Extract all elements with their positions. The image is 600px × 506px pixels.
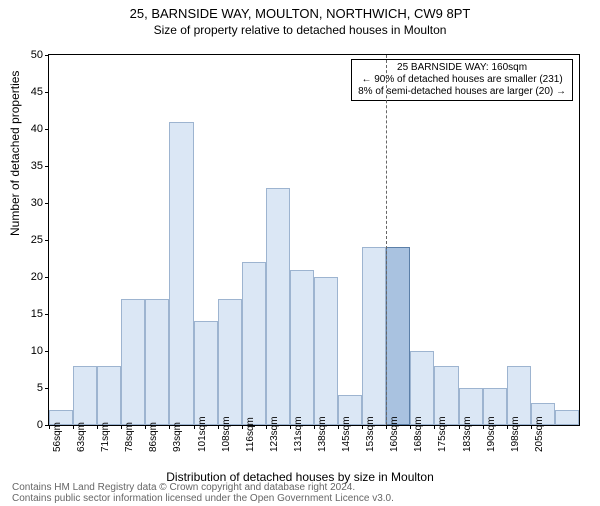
x-tick-label: 160sqm	[389, 416, 400, 452]
x-tick-mark	[121, 425, 122, 429]
x-tick-mark	[507, 425, 508, 429]
x-tick-label: 101sqm	[197, 416, 208, 452]
x-tick-mark	[483, 425, 484, 429]
histogram-bar	[73, 366, 97, 425]
reference-line	[386, 55, 387, 425]
histogram-bar	[386, 247, 410, 425]
annotation-line3: 8% of semi-detached houses are larger (2…	[358, 86, 566, 98]
x-tick-label: 108sqm	[221, 416, 232, 452]
x-tick-mark	[266, 425, 267, 429]
x-tick-mark	[338, 425, 339, 429]
y-tick-mark	[45, 92, 49, 93]
x-tick-label: 153sqm	[365, 416, 376, 452]
footer-attribution: Contains HM Land Registry data © Crown c…	[12, 482, 394, 504]
x-tick-label: 175sqm	[437, 416, 448, 452]
x-tick-mark	[314, 425, 315, 429]
x-tick-mark	[218, 425, 219, 429]
x-tick-mark	[145, 425, 146, 429]
x-tick-mark	[459, 425, 460, 429]
x-tick-mark	[194, 425, 195, 429]
histogram-bar	[314, 277, 338, 425]
annotation-line2: ← 90% of detached houses are smaller (23…	[358, 74, 566, 86]
x-tick-mark	[49, 425, 50, 429]
y-tick-label: 5	[19, 382, 43, 394]
annotation-box: 25 BARNSIDE WAY: 160sqm ← 90% of detache…	[351, 59, 573, 101]
x-tick-label: 56sqm	[52, 422, 63, 452]
x-tick-mark	[434, 425, 435, 429]
y-tick-mark	[45, 351, 49, 352]
x-tick-label: 198sqm	[510, 416, 521, 452]
histogram-bar	[194, 321, 218, 425]
chart-title: 25, BARNSIDE WAY, MOULTON, NORTHWICH, CW…	[0, 6, 600, 21]
y-tick-label: 50	[19, 49, 43, 61]
x-tick-label: 131sqm	[293, 416, 304, 452]
histogram-bar	[266, 188, 290, 425]
footer-line2: Contains public sector information licen…	[12, 493, 394, 504]
y-tick-mark	[45, 55, 49, 56]
chart-subtitle: Size of property relative to detached ho…	[0, 23, 600, 37]
histogram-bar	[145, 299, 169, 425]
x-tick-mark	[73, 425, 74, 429]
y-tick-label: 0	[19, 419, 43, 431]
y-tick-mark	[45, 166, 49, 167]
y-tick-label: 10	[19, 345, 43, 357]
y-tick-mark	[45, 129, 49, 130]
x-tick-label: 168sqm	[413, 416, 424, 452]
x-tick-mark	[169, 425, 170, 429]
y-tick-mark	[45, 314, 49, 315]
footer-line1: Contains HM Land Registry data © Crown c…	[12, 482, 394, 493]
y-tick-label: 30	[19, 197, 43, 209]
x-tick-mark	[362, 425, 363, 429]
x-tick-label: 190sqm	[486, 416, 497, 452]
x-tick-label: 63sqm	[76, 422, 87, 452]
x-tick-label: 205sqm	[534, 416, 545, 452]
x-tick-mark	[410, 425, 411, 429]
y-tick-label: 40	[19, 123, 43, 135]
histogram-bar	[290, 270, 314, 425]
y-tick-mark	[45, 203, 49, 204]
y-tick-label: 35	[19, 160, 43, 172]
annotation-line1: 25 BARNSIDE WAY: 160sqm	[358, 62, 566, 74]
y-tick-mark	[45, 388, 49, 389]
x-tick-label: 86sqm	[148, 422, 159, 452]
x-tick-label: 183sqm	[462, 416, 473, 452]
x-tick-mark	[531, 425, 532, 429]
y-tick-mark	[45, 240, 49, 241]
x-tick-label: 78sqm	[124, 422, 135, 452]
x-tick-mark	[97, 425, 98, 429]
y-tick-label: 25	[19, 234, 43, 246]
histogram-bar	[410, 351, 434, 425]
x-tick-mark	[290, 425, 291, 429]
histogram-bar	[218, 299, 242, 425]
y-tick-label: 20	[19, 271, 43, 283]
x-tick-label: 116sqm	[245, 417, 256, 452]
histogram-bar	[121, 299, 145, 425]
histogram-bar	[169, 122, 193, 425]
x-tick-label: 123sqm	[269, 416, 280, 452]
x-tick-mark	[386, 425, 387, 429]
histogram-bar	[555, 410, 579, 425]
x-tick-label: 145sqm	[341, 416, 352, 452]
x-tick-label: 93sqm	[172, 422, 183, 452]
x-tick-label: 71sqm	[100, 422, 111, 452]
x-tick-mark	[242, 425, 243, 429]
histogram-bar	[242, 262, 266, 425]
y-tick-label: 15	[19, 308, 43, 320]
chart-plot-area: 25 BARNSIDE WAY: 160sqm ← 90% of detache…	[48, 54, 580, 426]
y-tick-label: 45	[19, 86, 43, 98]
y-tick-mark	[45, 277, 49, 278]
histogram-bar	[97, 366, 121, 425]
x-tick-label: 138sqm	[317, 416, 328, 452]
histogram-bar	[362, 247, 386, 425]
